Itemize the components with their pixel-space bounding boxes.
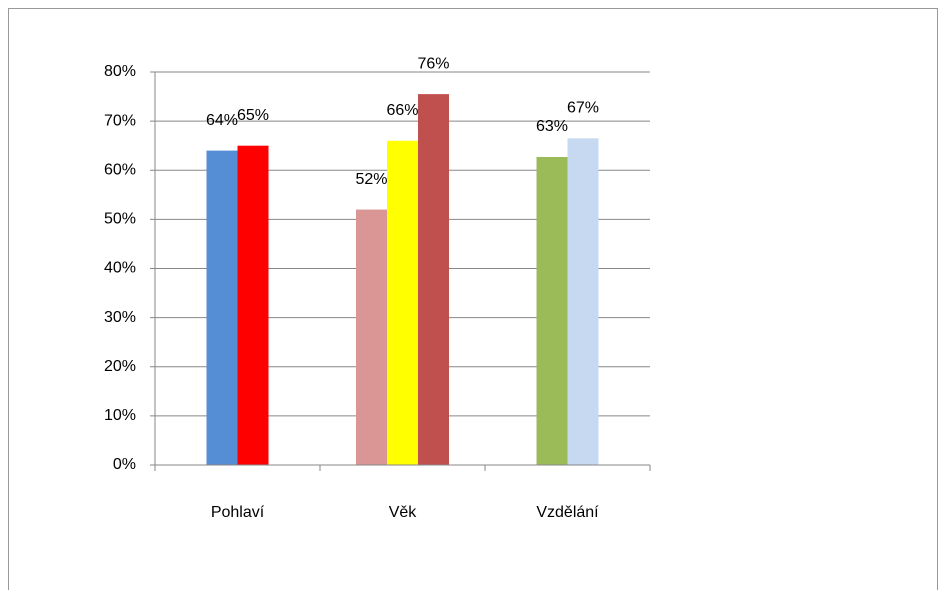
y-tick-label: 10%: [104, 407, 136, 424]
y-tick-label: 60%: [104, 161, 136, 178]
y-tick-label: 0%: [113, 456, 136, 473]
bar: [387, 140, 418, 465]
y-tick-label: 50%: [104, 211, 136, 228]
data-label: 66%: [386, 102, 418, 119]
y-tick-label: 80%: [104, 63, 136, 80]
y-tick-label: 70%: [104, 112, 136, 129]
data-label: 67%: [567, 100, 599, 117]
y-tick-label: 30%: [104, 309, 136, 326]
data-label: 76%: [417, 55, 449, 72]
x-tick-label: Pohlaví: [211, 504, 265, 521]
bar: [536, 156, 568, 465]
x-tick-label: Vzdělání: [536, 504, 599, 521]
bar: [567, 138, 599, 465]
x-tick-label: Věk: [389, 504, 418, 521]
bar: [418, 94, 449, 465]
bar: [237, 145, 269, 465]
data-label: 63%: [536, 118, 568, 135]
data-label: 65%: [237, 107, 269, 124]
data-label: 52%: [355, 171, 387, 188]
data-label: 64%: [206, 112, 238, 129]
y-tick-label: 40%: [104, 260, 136, 277]
y-tick-label: 20%: [104, 358, 136, 375]
chart-frame: [8, 8, 938, 590]
bar: [206, 150, 238, 465]
bar: [356, 209, 387, 465]
